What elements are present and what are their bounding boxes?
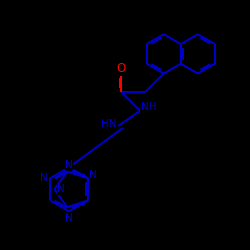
- Text: HN: HN: [101, 119, 116, 129]
- Text: N: N: [65, 160, 73, 170]
- Text: O: O: [117, 62, 126, 75]
- Text: NH: NH: [141, 102, 156, 113]
- Text: N: N: [65, 213, 73, 223]
- Text: N: N: [57, 184, 65, 194]
- Text: N: N: [40, 173, 48, 183]
- Text: N: N: [90, 170, 97, 180]
